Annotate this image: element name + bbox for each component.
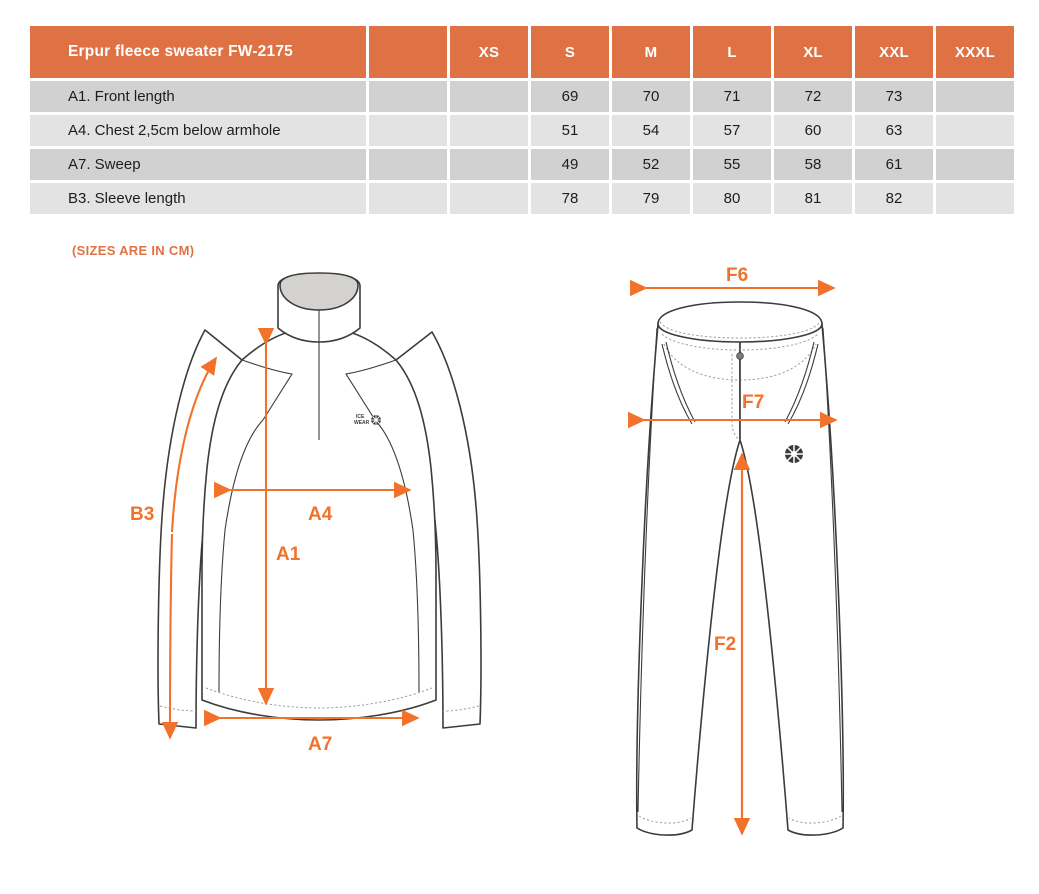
table-row: A4. Chest 2,5cm below armhole 51 54 57 6… (30, 115, 1014, 146)
measurement-label-a1: A1 (276, 544, 301, 565)
cell-xxxl (936, 115, 1014, 146)
header-blank-cell (369, 26, 447, 78)
cell-xs (450, 149, 528, 180)
cell-m: 54 (612, 115, 690, 146)
measurement-label-a4: A4 (308, 504, 333, 525)
cell-l: 55 (693, 149, 771, 180)
cell-m: 52 (612, 149, 690, 180)
header-size-xs: XS (450, 26, 528, 78)
measurement-label: A7. Sweep (30, 149, 366, 180)
cell-xxxl (936, 81, 1014, 112)
cell-blank (369, 183, 447, 214)
table-header: Erpur fleece sweater FW-2175 XS S M L XL… (30, 26, 1014, 78)
cell-xl: 60 (774, 115, 852, 146)
logo-line1: ICE (356, 414, 365, 420)
measurement-f2: F2 (714, 452, 751, 836)
cell-xxxl (936, 183, 1014, 214)
sizes-unit-note: (SIZES ARE IN CM) (72, 243, 195, 258)
cell-xl: 81 (774, 183, 852, 214)
table-row: A7. Sweep 49 52 55 58 61 (30, 149, 1014, 180)
cell-xs (450, 115, 528, 146)
measurement-a1: A1 (257, 328, 301, 706)
measurement-label: B3. Sleeve length (30, 183, 366, 214)
cell-xxl: 73 (855, 81, 933, 112)
measurement-label-f6: F6 (726, 265, 748, 286)
cell-s: 51 (531, 115, 609, 146)
measurement-b3: B3 (130, 356, 217, 740)
sweater-diagram: ICE WEAR B3 A4 (120, 272, 580, 772)
product-title-cell: Erpur fleece sweater FW-2175 (30, 26, 366, 78)
cell-xxxl (936, 149, 1014, 180)
logo-line2: WEAR (354, 420, 370, 426)
cell-xxl: 63 (855, 115, 933, 146)
header-size-xxl: XXL (855, 26, 933, 78)
cell-xxl: 82 (855, 183, 933, 214)
snowflake-icon (785, 445, 803, 463)
measurement-label-a7: A7 (308, 734, 332, 755)
header-size-l: L (693, 26, 771, 78)
header-size-m: M (612, 26, 690, 78)
cell-s: 78 (531, 183, 609, 214)
header-size-xl: XL (774, 26, 852, 78)
measurement-label: A4. Chest 2,5cm below armhole (30, 115, 366, 146)
cell-m: 70 (612, 81, 690, 112)
cell-xs (450, 81, 528, 112)
size-chart-table: Erpur fleece sweater FW-2175 XS S M L XL… (27, 23, 1017, 217)
cell-blank (369, 115, 447, 146)
table-body: A1. Front length 69 70 71 72 73 A4. Ches… (30, 81, 1014, 214)
table-header-row: Erpur fleece sweater FW-2175 XS S M L XL… (30, 26, 1014, 78)
measurement-a7: A7 (204, 709, 420, 755)
size-chart-table-container: Erpur fleece sweater FW-2175 XS S M L XL… (30, 26, 1014, 214)
header-size-s: S (531, 26, 609, 78)
ice-wear-logo: ICE WEAR (354, 414, 381, 426)
cell-m: 79 (612, 183, 690, 214)
cell-l: 57 (693, 115, 771, 146)
table-row: B3. Sleeve length 78 79 80 81 82 (30, 183, 1014, 214)
table-row: A1. Front length 69 70 71 72 73 (30, 81, 1014, 112)
cell-l: 71 (693, 81, 771, 112)
measurement-f6: F6 (630, 265, 836, 297)
cell-xl: 58 (774, 149, 852, 180)
pants-diagram: F6 F7 F2 (600, 265, 930, 882)
measurement-label-f2: F2 (714, 634, 736, 655)
measurement-f7: F7 (628, 392, 838, 429)
header-size-xxxl: XXXL (936, 26, 1014, 78)
measurement-label-f7: F7 (742, 392, 764, 413)
cell-s: 69 (531, 81, 609, 112)
cell-blank (369, 81, 447, 112)
snowflake-icon (371, 415, 381, 425)
cell-s: 49 (531, 149, 609, 180)
cell-xs (450, 183, 528, 214)
cell-xl: 72 (774, 81, 852, 112)
cell-xxl: 61 (855, 149, 933, 180)
measurement-label-b3: B3 (130, 504, 154, 525)
cell-l: 80 (693, 183, 771, 214)
measurement-diagrams: ICE WEAR B3 A4 (0, 265, 1039, 894)
measurement-label: A1. Front length (30, 81, 366, 112)
cell-blank (369, 149, 447, 180)
